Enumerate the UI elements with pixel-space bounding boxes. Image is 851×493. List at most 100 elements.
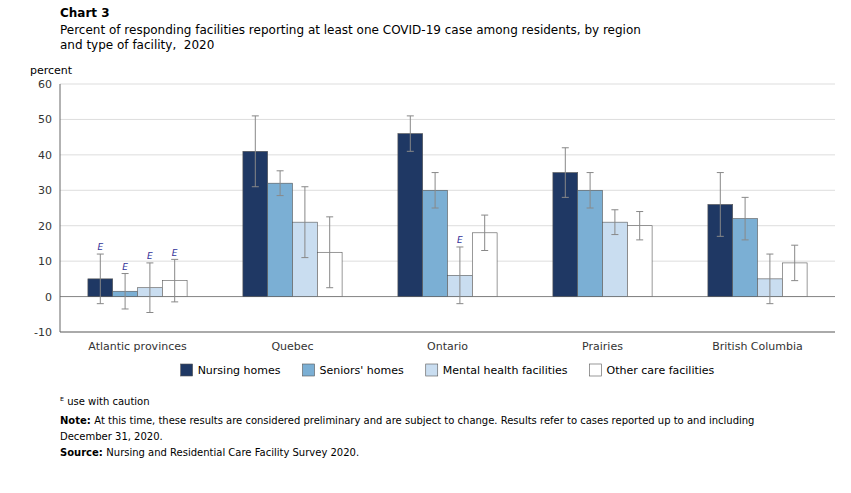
error-cap — [301, 186, 308, 187]
y-tick-label: 40 — [38, 149, 52, 162]
legend-label: Other care facilities — [607, 364, 715, 377]
grid-line — [60, 332, 835, 333]
error-cap — [717, 236, 724, 237]
error-bar — [97, 254, 104, 304]
footnote-text: At this time, these results are consider… — [94, 415, 754, 426]
error-bar — [146, 263, 153, 313]
error-cap — [791, 280, 798, 281]
error-bar — [766, 254, 773, 304]
error-cap — [611, 234, 618, 235]
x-tick-label: Ontario — [427, 340, 468, 353]
error-cap — [791, 245, 798, 246]
error-stem — [484, 215, 485, 250]
x-tick-label: Quebec — [271, 340, 313, 353]
x-tick-label: British Columbia — [712, 340, 803, 353]
error-cap — [766, 254, 773, 255]
y-tick-label: 50 — [38, 113, 52, 126]
error-cap — [587, 208, 594, 209]
error-cap — [432, 172, 439, 173]
legend-swatch — [426, 364, 438, 376]
error-bar — [456, 247, 463, 304]
chart: Chart 3Percent of responding facilities … — [0, 0, 851, 493]
error-stem — [435, 173, 436, 208]
error-cap — [636, 211, 643, 212]
grid-line — [60, 154, 835, 155]
error-stem — [769, 254, 770, 304]
flag-label: E — [122, 262, 128, 272]
error-stem — [280, 171, 281, 196]
footnote-label: Note: — [60, 415, 94, 426]
error-stem — [329, 217, 330, 288]
error-bar — [791, 245, 798, 280]
y-tick-label: 20 — [38, 220, 52, 233]
error-bar — [432, 173, 439, 208]
footnote-text: Nursing and Residential Care Facility Su… — [106, 447, 359, 458]
legend-swatch — [590, 364, 602, 376]
error-stem — [304, 187, 305, 258]
error-cap — [171, 301, 178, 302]
flag-label: E — [457, 235, 463, 245]
error-cap — [432, 208, 439, 209]
grid-line — [60, 119, 835, 120]
legend: Nursing homes Seniors' homes Mental health… — [181, 364, 715, 377]
y-axis-line — [60, 84, 61, 332]
legend-label: Mental health facilities — [443, 364, 568, 377]
error-stem — [590, 173, 591, 208]
title: Chart 3 — [60, 6, 110, 20]
error-stem — [149, 263, 150, 313]
error-stem — [794, 245, 795, 280]
flag-label: E — [172, 248, 178, 258]
error-cap — [481, 250, 488, 251]
error-bar — [742, 197, 749, 240]
bar — [268, 183, 293, 296]
plot-area — [88, 116, 807, 313]
error-cap — [146, 312, 153, 313]
y-tick-label: 10 — [38, 255, 52, 268]
error-cap — [766, 303, 773, 304]
legend-label: Seniors' homes — [320, 364, 404, 377]
error-stem — [720, 173, 721, 237]
error-bar — [301, 187, 308, 258]
flag-label: E — [147, 251, 153, 261]
error-bar — [481, 215, 488, 250]
error-stem — [125, 274, 126, 309]
y-axis-label: percent — [30, 64, 73, 77]
error-cap — [742, 197, 749, 198]
error-cap — [326, 216, 333, 217]
error-stem — [255, 116, 256, 187]
error-stem — [745, 197, 746, 240]
error-stem — [459, 247, 460, 304]
error-cap — [326, 287, 333, 288]
footnote-label: Source: — [60, 447, 106, 458]
y-tick-label: -10 — [34, 326, 52, 339]
subtitle: and type of facility, 2020 — [60, 38, 214, 52]
y-tick-label: 30 — [38, 184, 52, 197]
error-cap — [456, 246, 463, 247]
legend-label: Nursing homes — [198, 364, 281, 377]
error-bar — [252, 116, 259, 187]
error-cap — [97, 254, 104, 255]
error-bar — [587, 173, 594, 208]
error-cap — [252, 186, 259, 187]
error-cap — [301, 257, 308, 258]
footnote-text: ᴱ use with caution — [60, 396, 150, 407]
error-bar — [277, 171, 284, 196]
error-bar — [122, 274, 129, 309]
error-cap — [277, 195, 284, 196]
x-tick-label: Prairies — [582, 340, 623, 353]
error-cap — [636, 239, 643, 240]
y-tick-label: 60 — [38, 78, 52, 91]
x-axis-line — [60, 332, 835, 333]
error-cap — [611, 209, 618, 210]
error-cap — [171, 259, 178, 260]
error-cap — [562, 197, 569, 198]
y-tick-label: 0 — [45, 291, 52, 304]
x-tick-label: Atlantic provinces — [88, 340, 187, 353]
error-cap — [277, 170, 284, 171]
error-bar — [562, 148, 569, 198]
error-cap — [146, 262, 153, 263]
error-bar — [636, 212, 643, 240]
error-cap — [742, 239, 749, 240]
grid-line — [60, 84, 835, 85]
error-stem — [174, 259, 175, 302]
